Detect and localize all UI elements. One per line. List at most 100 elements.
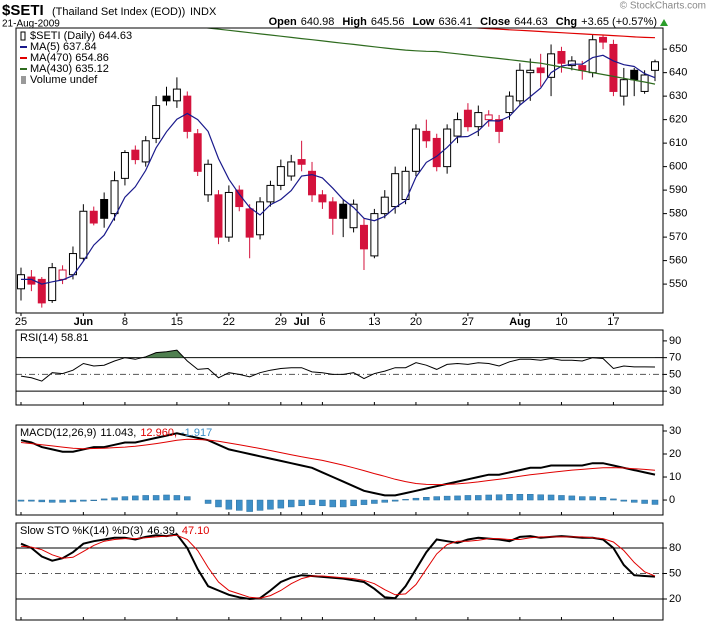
histogram-bar bbox=[589, 496, 596, 501]
y-tick-label: 560 bbox=[669, 255, 687, 267]
legend-swatch bbox=[21, 76, 26, 84]
panel-title-text: Slow STO %K(14) %D(3) bbox=[20, 525, 143, 537]
y-tick-label: 50 bbox=[669, 368, 681, 380]
candle-body bbox=[131, 149, 140, 161]
plot-area bbox=[16, 533, 663, 601]
candle-body bbox=[391, 173, 400, 208]
panel-frame bbox=[15, 329, 664, 406]
quote-value: 636.41 bbox=[438, 16, 472, 28]
candle-body bbox=[245, 208, 254, 238]
histogram-bar bbox=[298, 499, 305, 507]
histogram-bar bbox=[485, 494, 492, 501]
candle-body bbox=[432, 137, 441, 168]
histogram-bar bbox=[402, 499, 409, 501]
candle-body bbox=[152, 105, 161, 139]
candle-body bbox=[224, 191, 233, 238]
candle-body bbox=[495, 119, 504, 132]
histogram-bar bbox=[121, 496, 129, 501]
legend-swatch bbox=[20, 31, 26, 41]
legend-entry: MA(5) 637.84 bbox=[30, 41, 97, 53]
candle-body bbox=[380, 196, 389, 215]
candle-body bbox=[58, 269, 67, 280]
candle-body bbox=[48, 267, 57, 302]
histogram-bar bbox=[641, 499, 648, 504]
histogram-bar bbox=[350, 499, 357, 507]
quote-value: 645.56 bbox=[371, 16, 405, 28]
candle-body bbox=[609, 43, 618, 92]
histogram-bar bbox=[423, 497, 430, 501]
histogram-bar bbox=[443, 495, 451, 501]
subtitle: (Thailand Set Index (EOD)) bbox=[52, 6, 185, 18]
histogram-bar bbox=[152, 495, 160, 501]
histogram-bar bbox=[433, 496, 440, 501]
histogram-bar bbox=[277, 499, 285, 509]
moving-average bbox=[21, 54, 656, 285]
histogram-bar bbox=[319, 499, 326, 507]
candle-body bbox=[453, 119, 462, 137]
candle-body bbox=[484, 114, 493, 121]
panel-frame bbox=[15, 424, 664, 516]
legend-entry: $SETI (Daily) 644.63 bbox=[30, 30, 132, 42]
candle-body bbox=[287, 161, 296, 177]
histogram-bar bbox=[360, 499, 368, 505]
histogram-bar bbox=[287, 499, 295, 508]
x-tick-label: 13 bbox=[368, 316, 380, 328]
histogram-bar bbox=[246, 499, 253, 512]
histogram-bar bbox=[547, 494, 555, 501]
quote-value: +3.65 (+0.57%) bbox=[581, 16, 657, 28]
legend-entry: Volume undef bbox=[30, 74, 98, 86]
candle-body bbox=[193, 133, 202, 172]
x-tick-label: 15 bbox=[171, 316, 183, 328]
candle-body bbox=[619, 79, 628, 97]
y-tick-label: 30 bbox=[669, 385, 681, 397]
x-tick-label: 17 bbox=[607, 316, 619, 328]
histogram-bar bbox=[204, 499, 212, 504]
x-tick-label: 10 bbox=[555, 316, 567, 328]
y-tick-label: 590 bbox=[669, 184, 687, 196]
candle-body bbox=[526, 69, 535, 74]
histogram-bar bbox=[475, 495, 482, 501]
candle-body bbox=[474, 112, 483, 128]
moving-average bbox=[202, 28, 656, 85]
candle-body bbox=[79, 210, 88, 259]
quote-label: Low bbox=[412, 16, 434, 28]
candle-body bbox=[308, 170, 317, 196]
quote-label: Chg bbox=[556, 16, 577, 28]
date: 21-Aug-2009 bbox=[2, 19, 60, 30]
candle-body bbox=[578, 65, 587, 71]
candle-body bbox=[567, 60, 576, 67]
candle-body bbox=[276, 166, 285, 186]
candle-body bbox=[17, 274, 25, 290]
candle-body bbox=[141, 140, 150, 163]
change-arrow bbox=[660, 19, 668, 26]
x-tick-label: 25 bbox=[15, 316, 27, 328]
candle-body bbox=[422, 130, 431, 142]
histogram-bar bbox=[236, 499, 243, 511]
histogram-bar bbox=[371, 499, 378, 504]
symbol: $SETI bbox=[2, 2, 44, 19]
indicator-line bbox=[20, 349, 656, 382]
legend-entry: 11.043, bbox=[100, 427, 136, 439]
histogram-bar bbox=[339, 499, 347, 508]
panel-frame bbox=[15, 27, 664, 314]
indicator-line bbox=[20, 534, 656, 599]
quote-label: Open bbox=[269, 16, 297, 28]
candle-body bbox=[463, 109, 472, 128]
y-tick-label: 580 bbox=[669, 208, 687, 220]
panel-title-text: MACD(12,26,9) bbox=[20, 427, 96, 439]
candle-body bbox=[349, 203, 358, 229]
histogram-bar bbox=[454, 495, 461, 501]
histogram-bar bbox=[100, 498, 108, 501]
panel-frame bbox=[15, 522, 664, 621]
histogram-bar bbox=[381, 499, 389, 503]
x-tick-label: 22 bbox=[223, 316, 235, 328]
candle-body bbox=[297, 159, 306, 165]
histogram-bar bbox=[17, 499, 25, 502]
candle-body bbox=[536, 67, 545, 74]
candle-body bbox=[359, 224, 368, 250]
x-tick-label: Jul bbox=[294, 316, 310, 328]
quote-value: 640.98 bbox=[301, 16, 335, 28]
y-tick-label: 570 bbox=[669, 231, 687, 243]
